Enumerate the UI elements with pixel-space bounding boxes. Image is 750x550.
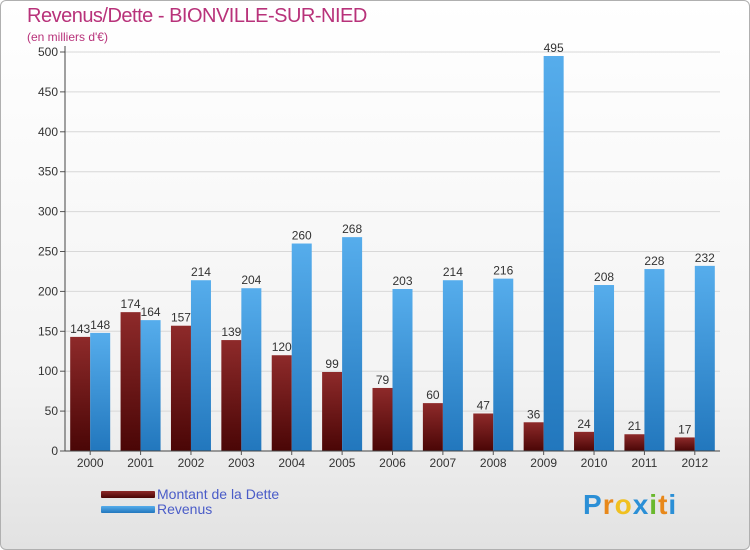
y-tick-label: 450 (38, 85, 58, 99)
data-label-revenus: 228 (644, 254, 664, 268)
bar-revenus (342, 237, 363, 451)
x-tick-label: 2001 (127, 456, 154, 470)
data-label-dette: 79 (376, 373, 390, 387)
bar-dette (271, 355, 292, 451)
chart-title: Revenus/Dette - BIONVILLE-SUR-NIED (27, 5, 367, 27)
data-label-dette: 120 (272, 340, 292, 354)
y-tick-label: 250 (38, 245, 58, 259)
x-tick-label: 2008 (480, 456, 507, 470)
y-tick-label: 300 (38, 205, 58, 219)
bar-revenus (594, 285, 615, 451)
x-tick-label: 2010 (581, 456, 608, 470)
data-label-revenus: 148 (90, 318, 110, 332)
y-tick-label: 200 (38, 284, 58, 298)
x-tick-label: 2004 (278, 456, 305, 470)
x-tick-label: 2011 (632, 456, 658, 470)
logo-letter: t (658, 489, 669, 520)
bar-revenus (493, 278, 514, 451)
x-tick-label: 2012 (681, 456, 708, 470)
x-tick-label: 2007 (430, 456, 457, 470)
bar-dette (70, 336, 91, 451)
bar-revenus (140, 320, 161, 451)
x-tick-label: 2003 (228, 456, 255, 470)
x-tick-label: 2000 (77, 456, 104, 470)
logo-letter: i (668, 489, 678, 520)
bar-revenus (291, 243, 312, 451)
bar-revenus (190, 280, 211, 451)
y-tick-label: 150 (38, 324, 58, 338)
data-label-dette: 157 (171, 311, 191, 325)
legend-label-revenus: Revenus (157, 501, 213, 517)
legend-label-debt: Montant de la Dette (157, 486, 280, 502)
data-label-dette: 36 (527, 407, 541, 421)
bar-dette (422, 403, 443, 451)
data-label-revenus: 164 (141, 305, 161, 319)
data-label-revenus: 204 (241, 273, 261, 287)
bar-dette (523, 422, 544, 451)
data-label-dette: 24 (577, 417, 591, 431)
bar-dette (473, 413, 494, 451)
y-tick-label: 100 (38, 364, 58, 378)
data-label-dette: 60 (426, 388, 440, 402)
bar-revenus (442, 280, 463, 451)
data-label-dette: 17 (678, 422, 692, 436)
data-label-revenus: 214 (191, 265, 211, 279)
bar-revenus (694, 265, 715, 451)
bar-revenus (543, 55, 564, 452)
bar-dette (624, 434, 645, 451)
bar-dette (372, 387, 393, 451)
data-label-revenus: 216 (493, 264, 513, 278)
y-tick-label: 0 (51, 444, 58, 458)
logo-letter: o (614, 489, 633, 520)
bar-dette (170, 325, 191, 451)
data-label-revenus: 268 (342, 222, 362, 236)
x-tick-label: 2006 (379, 456, 406, 470)
x-tick-label: 2009 (530, 456, 557, 470)
data-label-revenus: 232 (695, 251, 715, 265)
bar-dette (674, 437, 695, 451)
y-tick-label: 50 (45, 404, 59, 418)
data-label-revenus: 203 (392, 274, 412, 288)
bar-dette (120, 312, 141, 451)
bar-revenus (392, 289, 413, 451)
data-label-dette: 174 (121, 297, 141, 311)
data-label-revenus: 214 (443, 265, 463, 279)
proxiti-logo: Proxiti (583, 489, 677, 521)
y-tick-label: 400 (38, 125, 58, 139)
bar-revenus (90, 332, 111, 451)
data-label-revenus: 208 (594, 270, 614, 284)
x-tick-label: 2002 (178, 456, 205, 470)
data-label-dette: 21 (628, 419, 642, 433)
logo-letter: P (583, 489, 603, 520)
data-label-dette: 143 (70, 322, 90, 336)
data-label-dette: 99 (325, 357, 339, 371)
bar-dette (221, 340, 242, 451)
y-tick-label: 350 (38, 165, 58, 179)
chart-subtitle: (en milliers d'€) (27, 30, 108, 44)
data-label-dette: 47 (477, 398, 491, 412)
y-tick-label: 500 (38, 45, 58, 59)
legend-swatch-debt (101, 491, 155, 498)
bar-revenus (644, 269, 665, 451)
data-label-revenus: 260 (292, 229, 312, 243)
legend-swatch-revenus (101, 506, 155, 513)
bar-dette (574, 431, 595, 451)
logo-letter: i (649, 489, 659, 520)
logo-letter: r (602, 489, 615, 520)
logo-letter: x (632, 489, 650, 520)
data-label-revenus: 495 (544, 41, 564, 55)
bar-revenus (241, 288, 262, 451)
data-label-dette: 139 (221, 325, 241, 339)
x-tick-label: 2005 (329, 456, 356, 470)
bar-dette (322, 371, 343, 451)
